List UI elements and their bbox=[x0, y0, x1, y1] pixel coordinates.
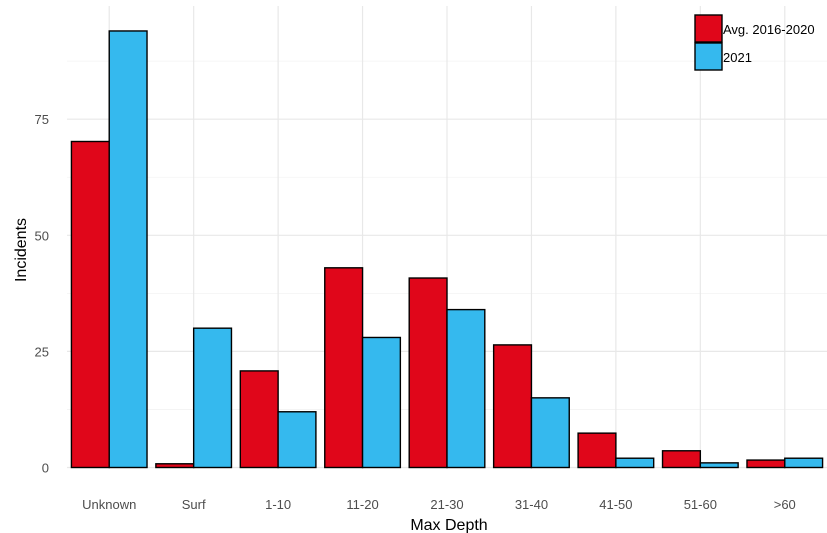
bar-avg bbox=[70, 140, 110, 469]
bar-avg bbox=[492, 344, 533, 469]
bar-avg bbox=[324, 267, 364, 469]
bar-2021 bbox=[699, 462, 739, 469]
bar-2021 bbox=[108, 30, 148, 469]
bar-avg bbox=[661, 450, 702, 469]
legend-label: 2021 bbox=[723, 50, 752, 65]
x-axis-title: Max Depth bbox=[410, 517, 487, 533]
legend: Avg. 2016-2020 2021 bbox=[694, 14, 815, 71]
bar-2021 bbox=[615, 457, 655, 469]
bar-avg bbox=[155, 463, 195, 469]
x-tick-label: 51-60 bbox=[684, 497, 717, 512]
y-tick-label: 25 bbox=[35, 344, 49, 359]
bar-avg bbox=[408, 277, 448, 469]
x-tick-label: 31-40 bbox=[515, 497, 548, 512]
bar-2021 bbox=[192, 327, 233, 469]
bar-2021 bbox=[446, 308, 486, 469]
bar-2021 bbox=[784, 457, 824, 469]
legend-swatch bbox=[694, 14, 723, 43]
y-axis-title: Incidents bbox=[13, 218, 30, 282]
y-axis-ticks: 0 25 50 75 bbox=[35, 112, 49, 475]
x-tick-label: 1-10 bbox=[265, 497, 291, 512]
bar-avg bbox=[239, 370, 279, 469]
x-tick-label: Unknown bbox=[82, 497, 136, 512]
x-axis-ticks: Unknown Surf 1-10 11-20 21-30 31-40 41-50 51-60… bbox=[82, 497, 796, 512]
y-tick-label: 75 bbox=[35, 112, 49, 127]
x-tick-label: >60 bbox=[774, 497, 796, 512]
bar-2021 bbox=[361, 336, 402, 469]
bar-2021 bbox=[530, 397, 570, 469]
x-tick-label: 41-50 bbox=[599, 497, 632, 512]
bar-2021 bbox=[277, 411, 317, 469]
x-tick-label: 21-30 bbox=[430, 497, 463, 512]
legend-label: Avg. 2016-2020 bbox=[723, 22, 815, 37]
legend-swatch bbox=[694, 42, 723, 71]
y-tick-label: 50 bbox=[35, 228, 49, 243]
x-tick-label: 11-20 bbox=[346, 497, 378, 512]
x-tick-label: Surf bbox=[182, 497, 206, 512]
bars-group bbox=[70, 30, 824, 469]
y-tick-label: 0 bbox=[42, 461, 49, 476]
bar-avg bbox=[746, 459, 786, 469]
bar-avg bbox=[577, 432, 617, 469]
